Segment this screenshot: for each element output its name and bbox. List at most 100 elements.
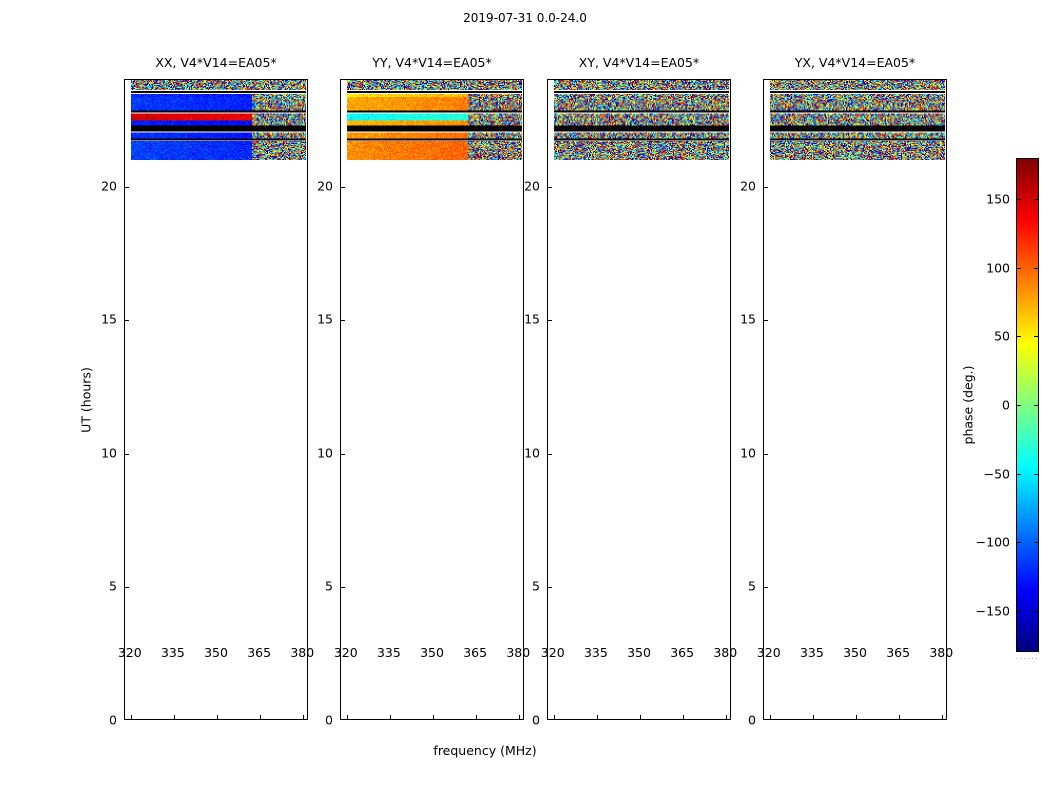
x-tick-label: 365 bbox=[463, 645, 488, 660]
x-tick bbox=[130, 715, 132, 719]
colorbar-tick bbox=[1016, 473, 1021, 475]
x-tick-label: 320 bbox=[117, 645, 142, 660]
y-tick bbox=[764, 453, 768, 455]
y-tick-label: 15 bbox=[524, 311, 540, 327]
x-tick bbox=[173, 715, 175, 719]
x-tick-label: 335 bbox=[799, 645, 824, 660]
y-tick bbox=[125, 186, 129, 188]
x-tick bbox=[260, 715, 262, 719]
panel-yy[interactable]: YY, V4*V14=EA05* bbox=[340, 55, 524, 720]
x-tick-label: 335 bbox=[583, 645, 608, 660]
colorbar-tick bbox=[1034, 336, 1039, 338]
y-tick-label: 20 bbox=[101, 178, 117, 194]
y-tick bbox=[548, 587, 552, 589]
x-tick bbox=[553, 715, 555, 719]
heatmap-image-xx bbox=[130, 80, 307, 162]
y-tick-label: 15 bbox=[740, 311, 756, 327]
x-tick bbox=[303, 715, 305, 719]
y-tick-label: 0 bbox=[748, 712, 756, 728]
heatmap-image-yx bbox=[769, 80, 946, 162]
x-tick-label: 350 bbox=[420, 645, 444, 660]
y-tick bbox=[548, 320, 552, 322]
heatmap-image-xy bbox=[553, 80, 730, 162]
axes-yx[interactable] bbox=[763, 79, 947, 720]
y-tick bbox=[548, 453, 552, 455]
x-axis-label: frequency (MHz) bbox=[433, 743, 537, 758]
colorbar-tick bbox=[1034, 405, 1039, 406]
x-tick-label: 320 bbox=[333, 645, 358, 660]
y-tick bbox=[548, 186, 552, 188]
y-tick-label: 0 bbox=[109, 712, 117, 728]
colorbar-under-marker: ...... bbox=[1016, 654, 1040, 661]
y-tick bbox=[125, 587, 129, 589]
axes-xy[interactable] bbox=[547, 79, 731, 720]
colorbar-tick-label: 50 bbox=[994, 328, 1010, 344]
figure-suptitle: 2019-07-31 0.0-24.0 bbox=[463, 11, 587, 25]
y-tick-label: 10 bbox=[317, 445, 333, 461]
panel-title-xx: XX, V4*V14=EA05* bbox=[155, 55, 277, 70]
y-tick bbox=[341, 186, 345, 188]
y-tick-label: 20 bbox=[524, 178, 540, 194]
y-tick bbox=[341, 587, 345, 589]
x-tick-label: 380 bbox=[506, 645, 531, 660]
x-tick-label: 335 bbox=[376, 645, 401, 660]
colorbar-tick bbox=[1016, 610, 1021, 612]
colorbar-tick bbox=[1034, 542, 1039, 544]
x-tick-label: 380 bbox=[290, 645, 315, 660]
y-tick bbox=[341, 320, 345, 322]
panel-xx[interactable]: XX, V4*V14=EA05* bbox=[124, 55, 308, 720]
axes-yy[interactable] bbox=[340, 79, 524, 720]
x-tick bbox=[389, 715, 391, 719]
x-tick bbox=[346, 715, 348, 719]
y-axis-label: UT (hours) bbox=[78, 367, 94, 433]
y-tick bbox=[764, 587, 768, 589]
x-tick bbox=[640, 715, 641, 719]
x-tick-label: 335 bbox=[160, 645, 185, 660]
x-tick-label: 320 bbox=[756, 645, 781, 660]
x-tick-label: 350 bbox=[843, 645, 867, 660]
panel-yx[interactable]: YX, V4*V14=EA05* bbox=[763, 55, 947, 720]
colorbar-tick bbox=[1034, 267, 1039, 269]
colorbar-tick bbox=[1016, 542, 1021, 544]
colorbar-tick-label: 100 bbox=[986, 260, 1010, 276]
y-tick-label: 10 bbox=[524, 445, 540, 461]
x-tick bbox=[433, 715, 434, 719]
y-tick-label: 5 bbox=[109, 578, 117, 594]
colorbar-tick-label: −100 bbox=[975, 534, 1010, 550]
y-tick-label: 20 bbox=[317, 178, 333, 194]
colorbar-tick bbox=[1016, 267, 1021, 269]
colorbar-tick-label: 0 bbox=[1002, 397, 1010, 413]
x-tick-label: 380 bbox=[713, 645, 738, 660]
y-tick bbox=[125, 453, 129, 455]
x-tick-label: 350 bbox=[627, 645, 651, 660]
colorbar-tick bbox=[1016, 336, 1021, 338]
panel-title-xy: XY, V4*V14=EA05* bbox=[578, 55, 700, 70]
heatmap-image-yy bbox=[346, 80, 523, 162]
x-tick bbox=[519, 715, 521, 719]
x-tick bbox=[812, 715, 814, 719]
panel-xy[interactable]: XY, V4*V14=EA05* bbox=[547, 55, 731, 720]
y-tick bbox=[125, 320, 129, 322]
x-tick bbox=[217, 715, 218, 719]
axes-xx[interactable] bbox=[124, 79, 308, 720]
x-tick bbox=[476, 715, 478, 719]
y-tick-label: 20 bbox=[740, 178, 756, 194]
colorbar-tick-label: −50 bbox=[983, 466, 1010, 482]
x-tick bbox=[899, 715, 901, 719]
colorbar-tick bbox=[1016, 405, 1021, 406]
x-tick-label: 365 bbox=[247, 645, 272, 660]
x-tick-label: 365 bbox=[886, 645, 911, 660]
colorbar-label: phase (deg.) bbox=[960, 365, 976, 445]
x-tick bbox=[942, 715, 944, 719]
y-tick-label: 0 bbox=[325, 712, 333, 728]
colorbar-tick bbox=[1034, 199, 1039, 201]
colorbar-tick-label: 150 bbox=[986, 191, 1010, 207]
x-tick bbox=[683, 715, 685, 719]
panel-title-yx: YX, V4*V14=EA05* bbox=[794, 55, 916, 70]
y-tick-label: 5 bbox=[325, 578, 333, 594]
y-tick-label: 15 bbox=[101, 311, 117, 327]
x-tick bbox=[769, 715, 771, 719]
y-tick bbox=[764, 320, 768, 322]
colorbar-tick bbox=[1034, 610, 1039, 612]
x-tick-label: 320 bbox=[540, 645, 565, 660]
